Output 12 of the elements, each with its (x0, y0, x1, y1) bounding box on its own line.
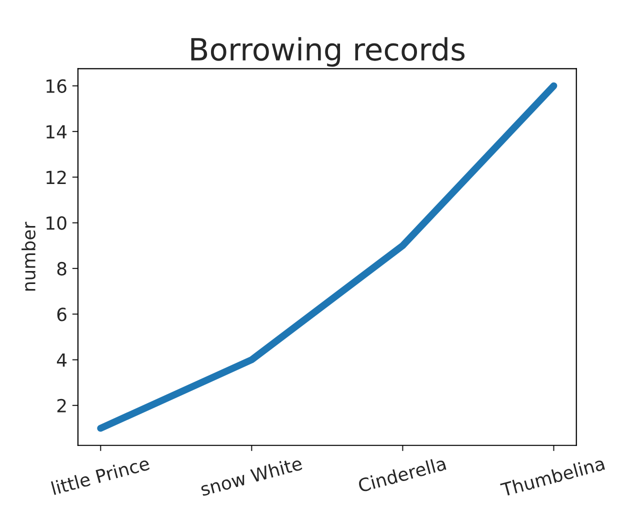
y-tick-label: 4 (56, 353, 67, 367)
y-tick-label: 12 (46, 170, 66, 184)
y-tick-label: 16 (46, 79, 66, 93)
y-tick-label: 2 (57, 398, 66, 412)
y-tick-label: 14 (46, 125, 67, 138)
y-tick-label: 8 (57, 262, 66, 276)
y-tick-label: 6 (57, 308, 66, 322)
x-tick-label: snow White (200, 456, 303, 496)
y-axis-title: number (22, 222, 36, 291)
y-tick-label: 10 (46, 216, 66, 230)
chart-title: Borrowing records (191, 37, 465, 67)
x-tick-label: little Prince (50, 456, 150, 496)
